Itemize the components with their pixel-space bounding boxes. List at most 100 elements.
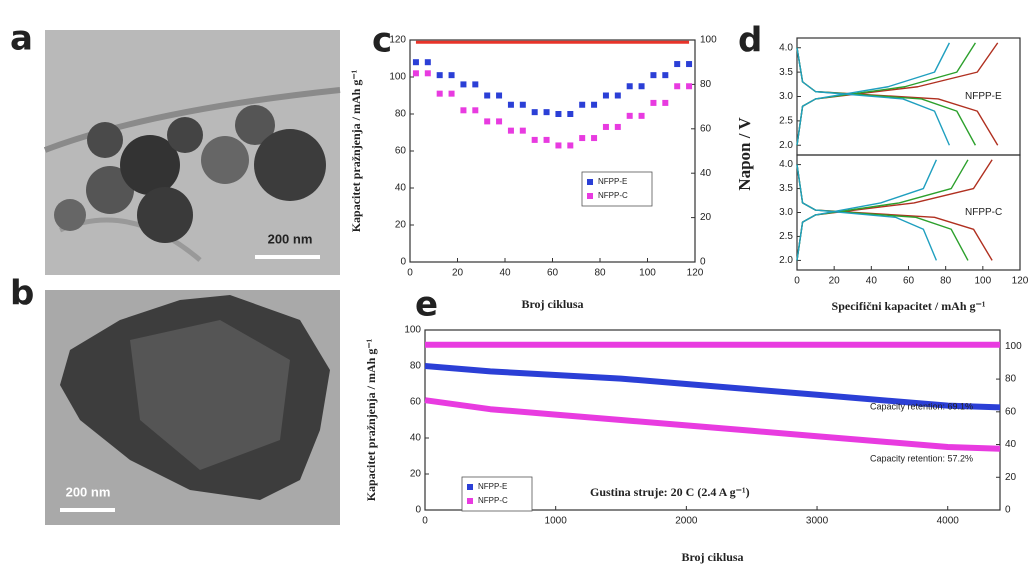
y-axis-label: Kapacitet pražnjenja / mAh g⁻¹ [364,338,378,501]
data-point [591,135,598,142]
data-line [796,47,977,146]
x-tick-label: 20 [452,268,464,279]
data-point [638,83,645,90]
data-point [626,83,633,90]
x-tick-label: 80 [594,268,606,279]
data-line [424,363,1001,411]
x-tick-label: 0 [794,276,800,287]
y-axis-label: Kapacitet pražnjenja / mAh g⁻¹ [349,69,363,232]
legend-marker [587,193,593,199]
data-point [602,92,609,99]
tem-image-a [43,30,341,275]
data-point [591,101,598,108]
legend-label: NFPP-C [478,496,508,505]
legend-marker [467,484,473,490]
y-tick-label: 60 [395,146,407,157]
data-point [496,92,503,99]
data-point [531,136,538,143]
x-tick-label: 0 [407,268,413,279]
data-point [686,61,693,68]
data-line [796,159,938,261]
legend-label: NFPP-C [598,191,628,200]
data-point [543,109,550,116]
legend-box [581,171,653,207]
legend-box [461,476,533,512]
data-point [614,92,621,99]
y-tick-label: 40 [395,183,407,194]
scale-bar-label: 200 nm [268,231,313,246]
x-axis-label: Broj ciklusa [681,550,743,564]
x-tick-label: 2000 [675,516,698,527]
data-point [472,81,479,88]
data-point [686,83,693,90]
y2-tick-label: 80 [700,79,712,90]
data-point [614,123,621,130]
panel-label: a [10,19,33,59]
y-tick-label: 20 [410,469,422,480]
data-point [674,83,681,90]
x-tick-label: 120 [687,268,704,279]
data-line [796,164,969,261]
x-tick-label: 100 [639,268,656,279]
legend-marker [587,179,593,185]
annotation: Capacity retention: 57.2% [870,453,973,463]
data-point [543,136,550,143]
data-line [796,42,976,146]
y-tick-label: 2.5 [779,116,793,127]
data-point [567,142,574,149]
x-tick-label: 20 [829,276,841,287]
y2-tick-label: 20 [1005,472,1017,483]
y-tick-label: 120 [389,35,406,46]
data-line [424,397,1001,452]
y-tick-label: 0 [400,257,406,268]
y-tick-label: 40 [410,433,422,444]
data-point [424,70,431,77]
y2-tick-label: 100 [1005,341,1022,352]
x-tick-label: 40 [866,276,878,287]
y-tick-label: 4.0 [779,42,793,53]
data-point [602,123,609,130]
data-line [796,47,951,146]
y-tick-label: 4.0 [779,159,793,170]
data-point [638,112,645,119]
data-point [507,101,514,108]
y-tick-label: 3.5 [779,183,793,194]
panel-label: e [415,285,438,325]
x-tick-label: 120 [1012,276,1029,287]
legend-label: NFPP-E [598,177,627,186]
data-point [484,92,491,99]
data-point [626,112,633,119]
y-tick-label: 0 [415,505,421,516]
data-point [662,99,669,106]
scale-bar-label: 200 nm [66,484,111,499]
y-axis-label: Napon / V [735,117,754,191]
data-point [507,127,514,134]
data-point [472,107,479,114]
y2-tick-label: 60 [1005,406,1017,417]
data-point [412,59,419,66]
y-tick-label: 3.0 [779,91,793,102]
data-point [579,135,586,142]
y-tick-label: 100 [389,72,406,83]
data-line [796,42,951,146]
data-point [555,142,562,149]
y-tick-label: 20 [395,220,407,231]
y-tick-label: 3.5 [779,67,793,78]
y-tick-label: 2.0 [779,140,793,151]
panel-label: c [372,21,392,61]
x-axis-label: Broj ciklusa [521,297,583,311]
y-tick-label: 2.5 [779,231,793,242]
legend-marker [467,498,473,504]
y2-tick-label: 100 [700,35,717,46]
data-point [436,72,443,79]
x-tick-label: 4000 [937,516,960,527]
legend-label: NFPP-E [478,482,507,491]
y2-tick-label: 20 [700,212,712,223]
y-tick-label: 80 [410,361,422,372]
subplot-label: NFPP-C [965,207,1002,218]
x-tick-label: 1000 [545,516,568,527]
x-tick-label: 60 [547,268,559,279]
y2-tick-label: 40 [700,168,712,179]
data-point [662,72,669,79]
